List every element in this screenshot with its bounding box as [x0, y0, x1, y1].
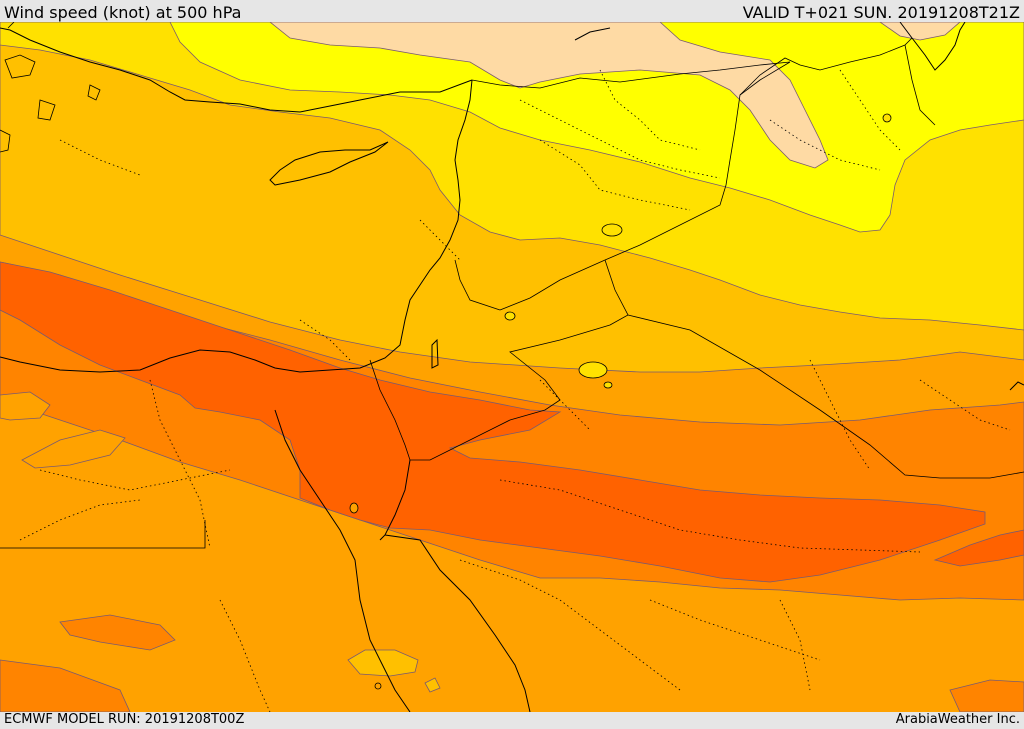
band-peach-ne: [879, 22, 961, 41]
band-orange-patch-sw2: [0, 659, 131, 712]
model-run-label: ECMWF MODEL RUN: 20191208T00Z: [4, 712, 245, 727]
aegean-islands: [0, 22, 101, 153]
country-borders: [0, 37, 1024, 549]
wind-speed-map: [0, 22, 1024, 712]
band-orange-dark-east: [933, 529, 1024, 567]
band-yellow: [169, 22, 1024, 233]
valid-time-label: VALID T+021 SUN. 20191208T21Z: [742, 3, 1020, 22]
band-amber-patch-2: [424, 677, 441, 693]
small-islands: [349, 113, 892, 690]
province-borders: [19, 69, 1011, 712]
header-bar: Wind speed (knot) at 500 hPa VALID T+021…: [0, 0, 1024, 22]
credit-label: ArabiaWeather Inc.: [895, 712, 1020, 727]
band-orange-light-patch-w2: [0, 391, 51, 421]
map-title: Wind speed (knot) at 500 hPa: [4, 3, 242, 22]
footer-bar: ECMWF MODEL RUN: 20191208T00Z ArabiaWeat…: [0, 712, 1024, 729]
band-orange-patch-sw: [59, 614, 176, 651]
band-orange-light-patch-w: [21, 429, 126, 469]
band-orange-dark: [0, 261, 986, 583]
coastlines: [0, 22, 1024, 712]
band-amber-patch-1: [347, 649, 419, 677]
band-orange-patch-se: [949, 679, 1024, 712]
